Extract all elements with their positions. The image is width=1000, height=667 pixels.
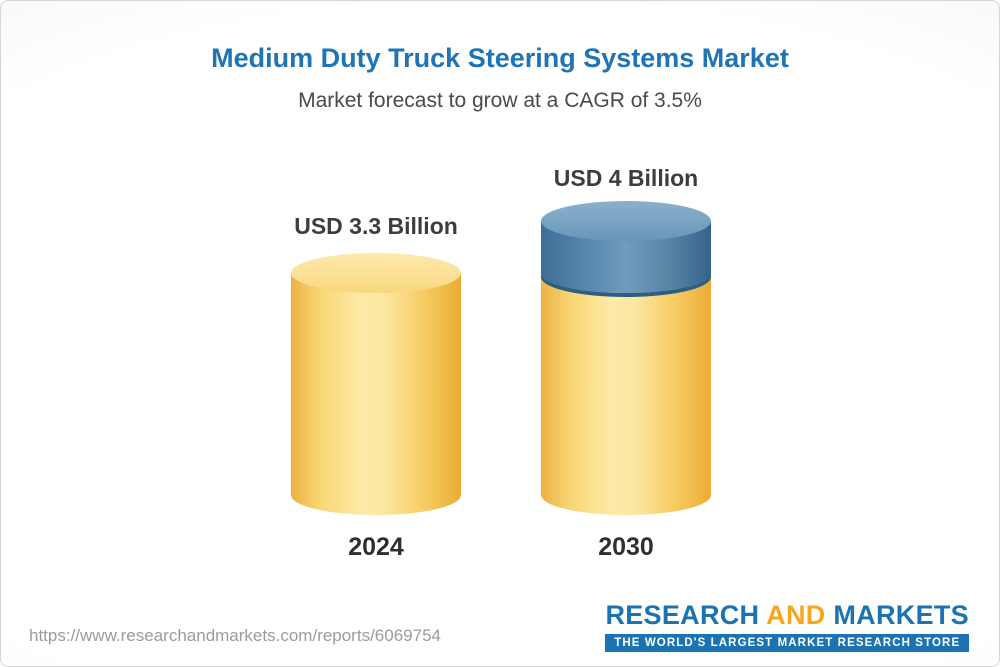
bar-2030-cylinder (541, 201, 711, 515)
logo-word-and: AND (766, 600, 826, 630)
logo-word-markets: MARKETS (833, 600, 969, 630)
chart-subtitle: Market forecast to grow at a CAGR of 3.5… (298, 89, 702, 112)
logo-tagline: THE WORLD'S LARGEST MARKET RESEARCH STOR… (605, 634, 969, 652)
value-label-2024: USD 3.3 Billion (294, 213, 458, 239)
logo-wordmark: RESEARCH AND MARKETS (605, 600, 969, 631)
value-label-2030: USD 4 Billion (553, 165, 699, 191)
bar-2030-base-segment (541, 273, 711, 515)
chart-title: Medium Duty Truck Steering Systems Marke… (211, 43, 789, 73)
research-and-markets-logo: RESEARCH AND MARKETS THE WORLD'S LARGEST… (605, 600, 969, 652)
axis-label-2030: 2030 (598, 533, 654, 561)
axis-label-2024: 2024 (348, 533, 404, 561)
logo-word-research: RESEARCH (605, 600, 760, 630)
bar-2024-cylinder (291, 253, 461, 515)
bar-2030-top-ellipse (541, 201, 711, 241)
bar-2024-body (291, 273, 461, 515)
report-url: https://www.researchandmarkets.com/repor… (29, 626, 441, 645)
bar-2024-top-ellipse (291, 253, 461, 293)
